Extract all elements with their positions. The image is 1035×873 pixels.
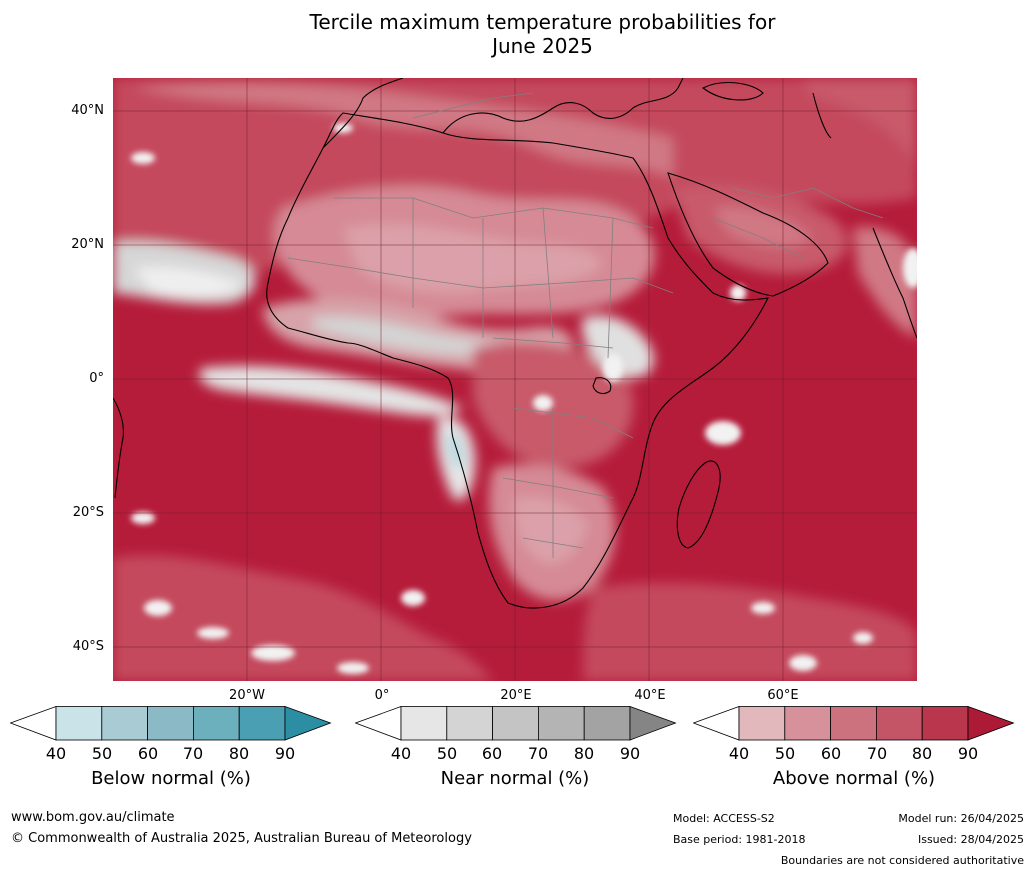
colorbar-swatch — [537, 706, 585, 741]
tick-near-70: 70 — [527, 744, 549, 763]
tick-above-80: 80 — [911, 744, 933, 763]
disclaimer-text: Boundaries are not considered authoritat… — [780, 854, 1024, 867]
copyright-text: © Commonwealth of Australia 2025, Austra… — [11, 831, 472, 846]
probability-map — [113, 78, 917, 681]
colorbar-swatch — [738, 706, 786, 741]
colorbar-label-below: Below normal (%) — [91, 768, 251, 789]
colorbar-label-near: Near normal (%) — [440, 768, 590, 789]
tick-below-60: 60 — [137, 744, 159, 763]
tick-near-50: 50 — [436, 744, 458, 763]
tick-below-80: 80 — [228, 744, 250, 763]
colorbar-swatch — [192, 706, 240, 741]
base-period-text: Base period: 1981-2018 — [673, 833, 806, 846]
lon-label-20w: 20°W — [229, 688, 265, 703]
colorbar-above-swatches — [693, 706, 1015, 741]
lat-label-40n: 40°N — [71, 103, 104, 118]
title-line-2: June 2025 — [492, 34, 593, 58]
model-run-text: Model run: 26/04/2025 — [898, 812, 1024, 825]
colorbar-swatch — [55, 706, 103, 741]
tick-above-70: 70 — [866, 744, 888, 763]
tick-near-40: 40 — [390, 744, 412, 763]
lon-label-0: 0° — [374, 688, 390, 703]
tick-near-60: 60 — [481, 744, 503, 763]
website-link[interactable]: www.bom.gov.au/climate — [11, 810, 175, 825]
colorbar-label-above: Above normal (%) — [772, 768, 936, 789]
colorbar-arrow-high — [284, 706, 332, 741]
lon-label-20e: 20°E — [500, 688, 532, 703]
tick-near-80: 80 — [573, 744, 595, 763]
colorbar-swatch — [583, 706, 631, 741]
colorbar-swatch — [238, 706, 286, 741]
issued-text: Issued: 28/04/2025 — [917, 833, 1024, 846]
lat-label-40s: 40°S — [72, 639, 104, 654]
colorbar-swatch — [492, 706, 539, 741]
colorbar-swatch — [400, 706, 448, 741]
colorbar-below-normal — [10, 706, 332, 742]
colorbar-swatch — [875, 706, 923, 741]
tick-below-70: 70 — [182, 744, 204, 763]
tick-below-90: 90 — [274, 744, 296, 763]
tick-above-40: 40 — [728, 744, 750, 763]
colorbar-arrow-high — [629, 706, 677, 741]
colorbar-swatch — [830, 706, 877, 741]
colorbar-arrow-high — [967, 706, 1015, 741]
lat-label-20n: 20°N — [71, 237, 104, 252]
colorbar-near-normal — [355, 706, 677, 742]
colorbar-swatch — [147, 706, 194, 741]
colorbar-swatch — [446, 706, 494, 741]
tick-below-40: 40 — [45, 744, 67, 763]
tick-above-60: 60 — [820, 744, 842, 763]
colorbar-arrow-low — [355, 706, 402, 741]
colorbar-swatch — [921, 706, 969, 741]
chart-title: Tercile maximum temperature probabilitie… — [0, 10, 1035, 58]
title-line-1: Tercile maximum temperature probabilitie… — [309, 10, 776, 34]
colorbar-swatch — [784, 706, 832, 741]
tick-near-90: 90 — [619, 744, 641, 763]
lon-label-60e: 60°E — [767, 688, 799, 703]
colorbar-arrow-low — [10, 706, 57, 741]
tick-below-50: 50 — [91, 744, 113, 763]
lon-label-40e: 40°E — [634, 688, 666, 703]
colorbar-arrow-low — [693, 706, 740, 741]
model-text: Model: ACCESS-S2 — [673, 812, 775, 825]
tick-above-50: 50 — [774, 744, 796, 763]
lat-label-0: 0° — [89, 371, 104, 386]
colorbar-above-normal — [693, 706, 1015, 742]
tick-above-90: 90 — [957, 744, 979, 763]
lat-label-20s: 20°S — [72, 505, 104, 520]
colorbar-swatch — [101, 706, 149, 741]
colorbar-below-swatches — [10, 706, 332, 741]
colorbar-near-swatches — [355, 706, 677, 741]
graticule — [113, 78, 917, 681]
country-borders — [287, 92, 884, 558]
coastline — [113, 78, 917, 609]
